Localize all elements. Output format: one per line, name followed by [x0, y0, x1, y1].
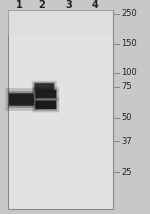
Text: 2: 2 — [39, 0, 45, 10]
FancyBboxPatch shape — [9, 93, 34, 106]
Text: 1: 1 — [16, 0, 23, 10]
FancyBboxPatch shape — [6, 88, 37, 111]
Text: 25: 25 — [122, 168, 132, 177]
FancyBboxPatch shape — [32, 81, 57, 92]
Text: 250: 250 — [122, 9, 137, 18]
Text: 4: 4 — [91, 0, 98, 10]
FancyBboxPatch shape — [8, 91, 35, 108]
FancyBboxPatch shape — [35, 90, 56, 98]
Text: 50: 50 — [122, 113, 132, 122]
FancyBboxPatch shape — [34, 83, 54, 90]
FancyBboxPatch shape — [34, 89, 57, 100]
Bar — [8, 10, 113, 209]
Text: 100: 100 — [122, 68, 137, 77]
Text: 3: 3 — [66, 0, 72, 10]
Text: 75: 75 — [122, 82, 132, 91]
Bar — [8, 10, 113, 35]
FancyBboxPatch shape — [34, 82, 55, 91]
FancyBboxPatch shape — [32, 97, 59, 112]
FancyBboxPatch shape — [34, 99, 57, 110]
Text: 150: 150 — [122, 39, 137, 48]
FancyBboxPatch shape — [32, 87, 59, 101]
FancyBboxPatch shape — [35, 101, 56, 109]
Text: 37: 37 — [122, 137, 132, 146]
